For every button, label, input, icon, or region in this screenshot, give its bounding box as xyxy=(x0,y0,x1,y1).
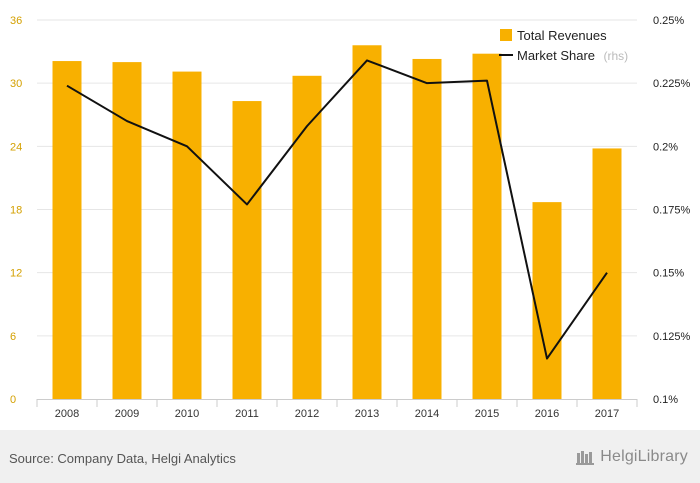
x-tick-label: 2016 xyxy=(535,408,559,420)
x-tick-label: 2009 xyxy=(115,408,139,420)
source-note: Source: Company Data, Helgi Analytics xyxy=(9,451,236,466)
x-tick-label: 2017 xyxy=(595,408,619,420)
x-tick-label: 2015 xyxy=(475,408,499,420)
x-tick-label: 2012 xyxy=(295,408,319,420)
right-tick-label: 0.15% xyxy=(653,268,684,280)
x-tick-label: 2008 xyxy=(55,408,79,420)
legend-label-revenues: Total Revenues xyxy=(517,28,607,43)
right-tick-label: 0.2% xyxy=(653,141,678,153)
left-tick-label: 24 xyxy=(10,141,22,153)
bar-2008 xyxy=(52,61,82,399)
right-tick-label: 0.175% xyxy=(653,205,691,217)
x-tick-label: 2010 xyxy=(175,408,199,420)
left-tick-label: 0 xyxy=(10,394,16,406)
x-tick-label: 2011 xyxy=(235,408,259,420)
brand-logo: HelgiLibrary xyxy=(576,448,688,466)
left-axis-ticks: 0 6 12 18 24 30 36 xyxy=(10,15,22,406)
right-tick-label: 0.125% xyxy=(653,331,691,343)
legend-label-market-share: Market Share (rhs) xyxy=(517,47,628,64)
left-tick-label: 6 xyxy=(10,331,16,343)
bar-2015 xyxy=(472,53,502,399)
right-tick-label: 0.25% xyxy=(653,15,684,27)
right-tick-label: 0.1% xyxy=(653,394,678,406)
bar-2011 xyxy=(232,101,262,399)
market-share-line-group xyxy=(66,59,608,360)
bar-2014 xyxy=(412,58,442,399)
bars xyxy=(52,45,622,400)
bar-2009 xyxy=(112,62,142,399)
bar-2010 xyxy=(172,71,202,399)
left-tick-label: 18 xyxy=(10,205,22,217)
left-tick-label: 12 xyxy=(10,268,22,280)
left-tick-label: 30 xyxy=(10,78,22,90)
x-tick-label: 2013 xyxy=(355,408,379,420)
footer: Source: Company Data, Helgi Analytics He… xyxy=(0,430,700,483)
bar-2016 xyxy=(532,202,562,399)
left-tick-label: 36 xyxy=(10,15,22,27)
x-axis: 2008 2009 2010 2011 2012 2013 2014 2015 2016 2017 xyxy=(36,399,638,420)
right-tick-label: 0.225% xyxy=(653,78,691,90)
right-axis-ticks: 0.1% 0.125% 0.15% 0.175% 0.2% 0.225% 0.25% xyxy=(653,15,691,406)
brand-name: HelgiLibrary xyxy=(600,448,688,465)
legend-swatch-revenues xyxy=(500,29,512,41)
x-tick-label: 2014 xyxy=(415,408,439,420)
bar-2013 xyxy=(352,45,382,400)
legend: Total Revenues Market Share (rhs) xyxy=(499,28,628,64)
bar-2012 xyxy=(292,75,322,399)
market-share-line xyxy=(66,59,608,360)
library-icon xyxy=(576,450,595,465)
